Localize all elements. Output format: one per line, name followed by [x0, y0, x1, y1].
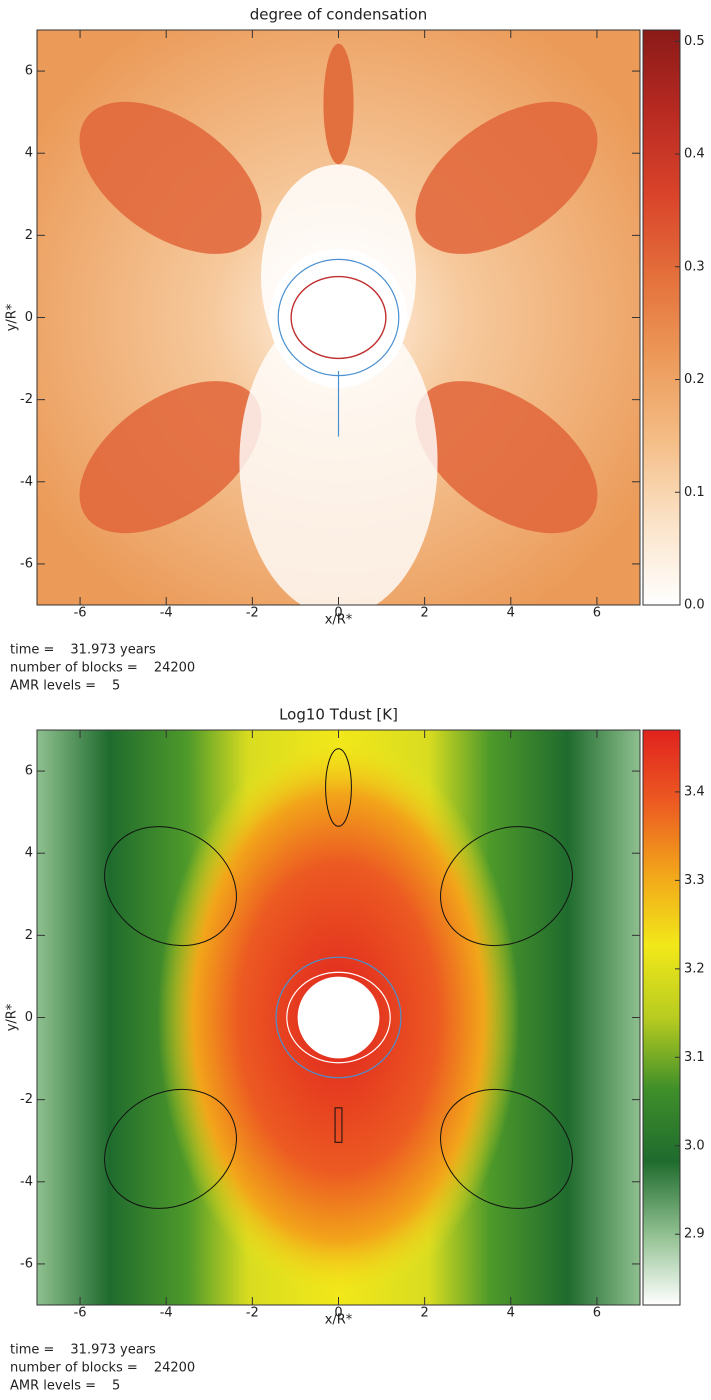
colorbar-tick-label: 3.3 [684, 873, 705, 888]
x-tick-label: -2 [246, 606, 259, 621]
colorbar-tick-label: 0.3 [684, 259, 705, 274]
annotation-label: number of blocks = [10, 1361, 138, 1376]
annotation-value: 31.973 years [70, 643, 156, 658]
annotation-label: AMR levels = [10, 1379, 96, 1394]
x-tick-label: 2 [421, 606, 429, 621]
x-tick-label: 0 [334, 606, 342, 621]
annotation-label: time = [10, 1343, 54, 1358]
x-tick-label: 2 [421, 1306, 429, 1321]
x-tick-label: 4 [507, 1306, 515, 1321]
y-axis-label: y/R* [5, 1003, 20, 1031]
y-tick-label: -4 [20, 1174, 33, 1189]
colorbar [643, 730, 680, 1305]
x-tick-label: -6 [74, 606, 87, 621]
annotation-label: number of blocks = [10, 661, 138, 676]
colorbar-tick-label: 3.0 [684, 1138, 705, 1153]
y-tick-label: -6 [20, 1256, 33, 1271]
core [298, 977, 380, 1059]
annotation-label: AMR levels = [10, 679, 96, 694]
colorbar-tick-label: 2.9 [684, 1227, 705, 1242]
chart-title: degree of condensation [250, 6, 428, 24]
y-tick-label: 2 [25, 228, 33, 243]
annotation-value: 24200 [154, 1361, 195, 1376]
colorbar-tick-label: 3.1 [684, 1050, 705, 1065]
x-tick-label: 6 [593, 1306, 601, 1321]
colorbar-tick-label: 0.4 [684, 147, 705, 162]
x-tick-label: -4 [160, 1306, 173, 1321]
jet [323, 44, 353, 165]
core [270, 249, 408, 387]
y-tick-label: 0 [25, 310, 33, 325]
colorbar-tick-label: 0.2 [684, 372, 705, 387]
y-tick-label: 6 [25, 764, 33, 779]
colorbar-tick-label: 0.1 [684, 485, 705, 500]
field [37, 730, 640, 1305]
x-tick-label: -4 [160, 606, 173, 621]
y-tick-label: 4 [25, 146, 33, 161]
colorbar-tick-label: 3.2 [684, 961, 705, 976]
y-tick-label: 2 [25, 928, 33, 943]
chart-title: Log10 Tdust [K] [279, 706, 398, 724]
annotation-value: 5 [112, 1379, 120, 1394]
annotation-value: 24200 [154, 661, 195, 676]
y-tick-label: 0 [25, 1010, 33, 1025]
y-tick-label: -6 [20, 556, 33, 571]
field [37, 30, 640, 616]
y-tick-label: -2 [20, 392, 33, 407]
colorbar-tick-label: 0.0 [684, 598, 705, 613]
x-tick-label: 0 [334, 1306, 342, 1321]
annotation-value: 31.973 years [70, 1343, 156, 1358]
x-tick-label: 4 [507, 606, 515, 621]
colorbar [643, 30, 680, 605]
y-tick-label: -2 [20, 1092, 33, 1107]
x-tick-label: -6 [74, 1306, 87, 1321]
colorbar-tick-label: 0.5 [684, 34, 705, 49]
annotation-label: time = [10, 643, 54, 658]
colorbar-tick-label: 3.4 [684, 784, 705, 799]
figure: degree of condensationx/R*y/R*-6-4-20246… [0, 0, 711, 1400]
y-tick-label: -4 [20, 474, 33, 489]
y-tick-label: 4 [25, 846, 33, 861]
y-tick-label: 6 [25, 64, 33, 79]
x-tick-label: 6 [593, 606, 601, 621]
y-axis-label: y/R* [5, 303, 20, 331]
x-tick-label: -2 [246, 1306, 259, 1321]
annotation-value: 5 [112, 679, 120, 694]
